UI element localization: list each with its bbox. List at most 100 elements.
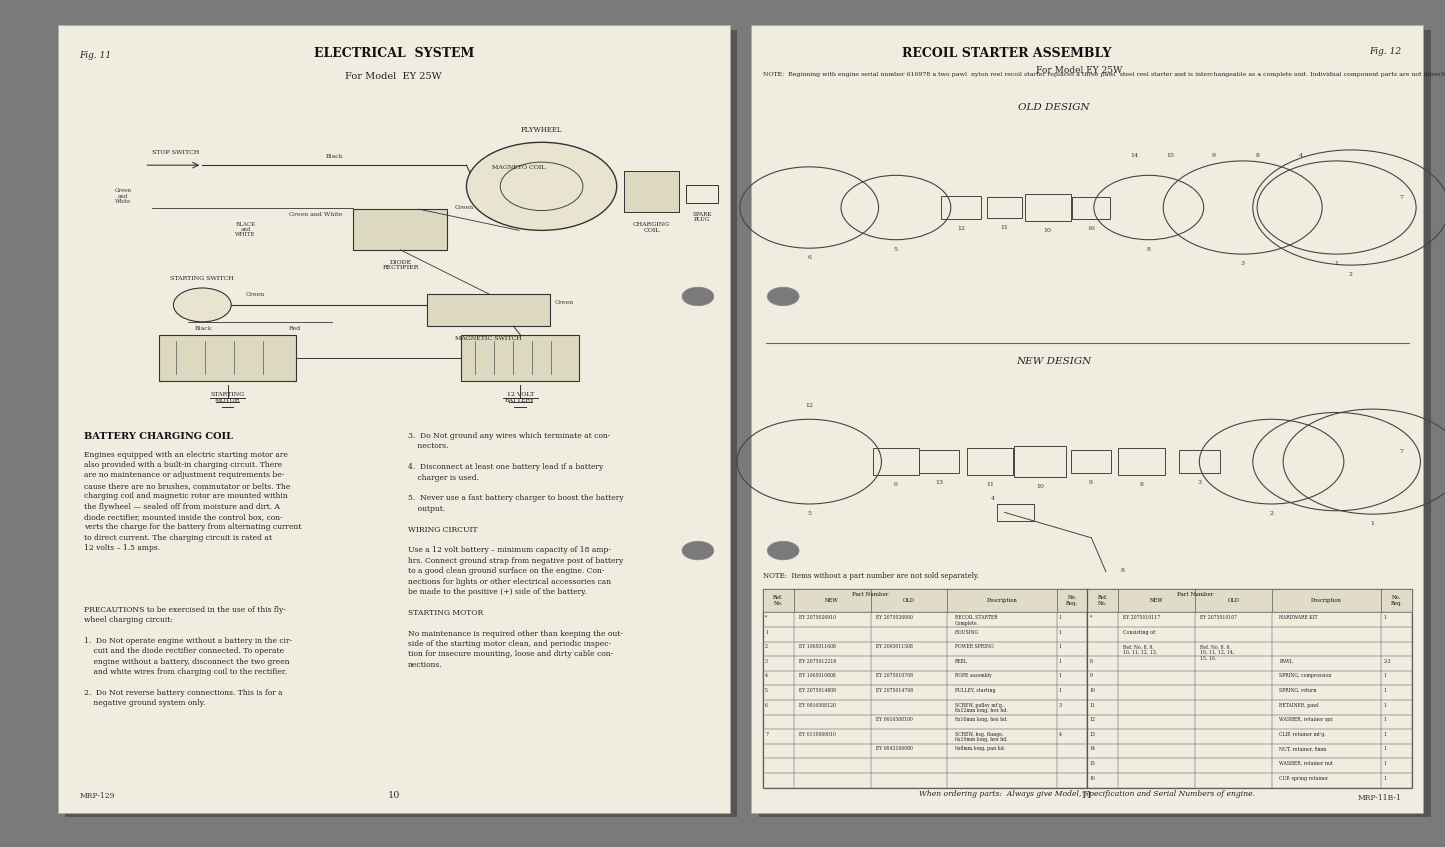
Bar [967,448,1013,475]
Text: 10: 10 [1090,688,1095,693]
Text: 2-3: 2-3 [1383,659,1390,664]
Bar [1056,744,1087,759]
Text: 1: 1 [1383,776,1386,781]
Text: REEL: REEL [955,659,968,664]
Text: 16: 16 [1087,225,1095,230]
Text: 1: 1 [1383,673,1386,678]
Bar [1118,700,1195,715]
Text: 8: 8 [1090,659,1092,664]
Bar [1195,715,1272,729]
Bar [870,773,948,788]
Text: 9: 9 [1090,673,1092,678]
Bar [763,671,793,685]
Bar [1195,744,1272,759]
Text: RECOIL STARTER ASSEMBLY: RECOIL STARTER ASSEMBLY [902,47,1111,59]
Bar [1118,656,1195,671]
Text: No.
Req.: No. Req. [1066,595,1078,606]
Text: 5: 5 [808,511,811,516]
Bar [1118,685,1195,700]
Circle shape [767,541,799,560]
Bar [1381,685,1412,700]
Bar [1087,773,1118,788]
Circle shape [682,287,714,306]
Text: Fig. 11: Fig. 11 [79,51,111,60]
Bar [1014,446,1066,477]
Bar [1087,612,1118,627]
Text: 13: 13 [1090,732,1095,737]
Bar [1087,759,1118,773]
Text: OLD DESIGN: OLD DESIGN [1017,103,1090,112]
Bar [793,715,870,729]
Text: 6: 6 [808,255,811,260]
Text: BATTERY CHARGING COIL: BATTERY CHARGING COIL [84,432,233,441]
Text: 12: 12 [957,226,965,231]
Bar [1118,729,1195,744]
Text: Ref. No. 8, 9,
10, 11, 12, 14,
15, 16.: Ref. No. 8, 9, 10, 11, 12, 14, 15, 16. [1201,645,1234,661]
Bar [870,715,948,729]
Text: NEW: NEW [825,598,840,603]
Text: 2: 2 [764,645,769,649]
Bar [1087,589,1118,612]
Bar [948,671,1056,685]
Bar [1272,700,1381,715]
Bar [1195,685,1272,700]
Text: 1: 1 [1059,673,1062,678]
Bar [1056,671,1087,685]
Text: EY 0043106080: EY 0043106080 [876,746,913,751]
FancyBboxPatch shape [759,30,1431,817]
Bar [1272,612,1381,627]
Bar [1087,642,1118,656]
Text: 3.  Do Not ground any wires which terminate at con-
    nectors.

4.  Disconnect: 3. Do Not ground any wires which termina… [409,432,624,669]
Text: 8: 8 [1256,152,1259,158]
Text: 1: 1 [1059,659,1062,664]
Bar [763,685,793,700]
Bar [870,656,948,671]
Bar [763,589,793,612]
Bar [1381,759,1412,773]
Bar [1118,589,1195,612]
Text: Part Number: Part Number [853,592,889,597]
Text: 8: 8 [1140,482,1143,487]
Bar [987,197,1022,218]
Circle shape [682,541,714,560]
Text: NOTE:  Beginning with engine serial number 616978 a two pawl  nylon reel recoil : NOTE: Beginning with engine serial numbe… [763,72,1445,77]
Text: 11: 11 [1081,791,1094,800]
Text: RECOIL STARTER
Complete.: RECOIL STARTER Complete. [955,615,997,626]
Text: 8: 8 [1120,567,1124,573]
Text: WASHER, retainer spr.: WASHER, retainer spr. [1279,717,1334,722]
Text: NEW: NEW [1150,598,1163,603]
Bar [1381,642,1412,656]
Text: EY 1065011608: EY 1065011608 [799,645,837,649]
Text: 1: 1 [1059,615,1062,620]
Text: FLYWHEEL: FLYWHEEL [520,126,562,134]
Text: Ref.
No.: Ref. No. [1098,595,1108,606]
Bar [1272,671,1381,685]
Text: 3: 3 [1241,261,1244,266]
Bar [1071,450,1111,473]
Bar [1056,759,1087,773]
Text: EY 2065011508: EY 2065011508 [876,645,913,649]
Text: 4: 4 [1299,152,1302,158]
Text: 16: 16 [1090,776,1095,781]
Circle shape [173,288,231,322]
Text: SPRING, return: SPRING, return [1279,688,1316,693]
Bar [870,627,948,642]
Bar [1056,685,1087,700]
Bar [1118,448,1165,475]
Text: EY 2075010117: EY 2075010117 [1123,615,1160,620]
Bar [997,504,1033,521]
Text: 5: 5 [764,688,767,693]
Text: 1: 1 [764,629,769,634]
Bar [1195,627,1272,642]
Text: Green: Green [246,292,264,297]
Text: 1: 1 [1383,761,1386,766]
Text: PULLEY, starting: PULLEY, starting [955,688,996,693]
Bar [793,612,870,627]
Bar [873,448,919,475]
Text: 11: 11 [1090,703,1095,707]
Bar [793,744,870,759]
Bar [1272,715,1381,729]
Text: 7: 7 [1400,449,1403,454]
Text: WASHER, retainer nut: WASHER, retainer nut [1279,761,1334,766]
Text: SCREW, hsg. flange,
6x10mm long, hex hd.: SCREW, hsg. flange, 6x10mm long, hex hd. [955,732,1007,743]
